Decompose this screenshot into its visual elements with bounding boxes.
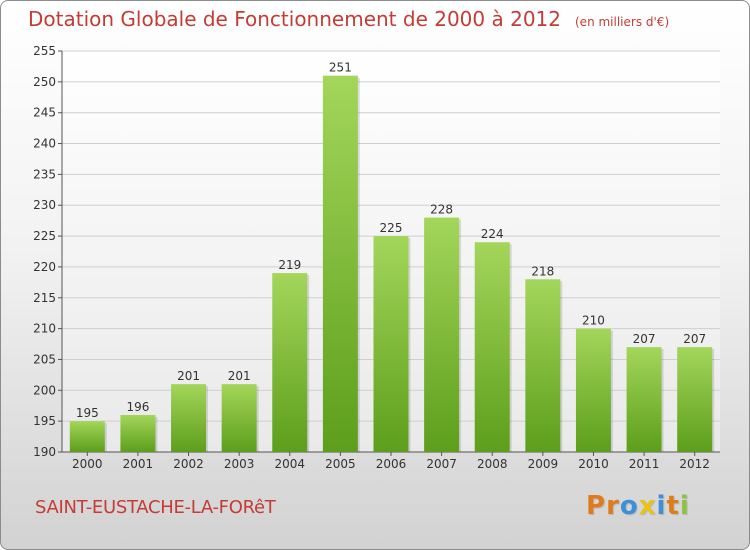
x-tick-label: 2004 (274, 457, 305, 471)
data-label: 219 (278, 258, 301, 272)
title-text: Dotation Globale de Fonctionnement de 20… (28, 7, 561, 31)
x-tick-label: 2010 (578, 457, 609, 471)
data-label: 251 (329, 61, 352, 75)
data-label: 207 (633, 332, 656, 346)
y-tick-label: 255 (33, 44, 56, 58)
y-tick-label: 215 (33, 291, 56, 305)
data-label: 225 (380, 221, 403, 235)
y-tick-label: 220 (33, 260, 56, 274)
logo-letter: i (679, 491, 690, 521)
y-tick-label: 210 (33, 322, 56, 336)
unit-note: (en milliers d'€) (575, 15, 670, 29)
y-tick-label: 245 (33, 106, 56, 120)
logo-letter: P (586, 491, 607, 521)
y-tick-label: 195 (33, 414, 56, 428)
x-tick-label: 2007 (426, 457, 457, 471)
y-tick-label: 200 (33, 383, 56, 397)
y-tick-label: 250 (33, 75, 56, 89)
bar (120, 414, 156, 452)
x-tick-label: 2005 (325, 457, 356, 471)
bar (171, 384, 207, 452)
y-tick-label: 205 (33, 352, 56, 366)
y-tick-label: 225 (33, 229, 56, 243)
x-tick-label: 2003 (224, 457, 255, 471)
data-label: 195 (76, 406, 99, 420)
bar (373, 236, 409, 452)
y-tick-label: 190 (33, 445, 56, 459)
bar (525, 279, 561, 452)
city-name: SAINT-EUSTACHE-LA-FORêT (35, 497, 276, 518)
bar (69, 421, 105, 452)
bar (626, 347, 662, 452)
data-label: 201 (228, 369, 251, 383)
y-tick-label: 230 (33, 198, 56, 212)
data-label: 210 (582, 314, 605, 328)
logo-letter: o (619, 491, 639, 521)
bar (677, 347, 713, 452)
data-label: 218 (531, 264, 554, 278)
logo-letter: t (666, 491, 680, 521)
bar (221, 384, 257, 452)
x-tick-label: 2002 (173, 457, 204, 471)
data-label: 224 (481, 227, 504, 241)
proxiti-logo: Proxiti (586, 491, 690, 521)
data-label: 196 (126, 400, 149, 414)
x-tick-label: 2009 (528, 457, 559, 471)
logo-letter: r (606, 491, 620, 521)
bar (424, 217, 460, 452)
data-label: 207 (683, 332, 706, 346)
data-label: 228 (430, 203, 453, 217)
logo-letter: x (638, 491, 657, 521)
bar (474, 242, 510, 452)
bar (575, 328, 611, 452)
bar (272, 273, 308, 452)
bar (322, 75, 358, 452)
logo-letter: i (656, 491, 667, 521)
x-tick-label: 2008 (477, 457, 508, 471)
x-tick-label: 2006 (376, 457, 407, 471)
y-tick-label: 240 (33, 137, 56, 151)
x-tick-label: 2012 (679, 457, 710, 471)
chart-title: Dotation Globale de Fonctionnement de 20… (28, 7, 669, 31)
x-tick-label: 2001 (123, 457, 154, 471)
y-tick-label: 235 (33, 167, 56, 181)
data-label: 201 (177, 369, 200, 383)
x-tick-label: 2011 (629, 457, 660, 471)
x-tick-label: 2000 (72, 457, 103, 471)
